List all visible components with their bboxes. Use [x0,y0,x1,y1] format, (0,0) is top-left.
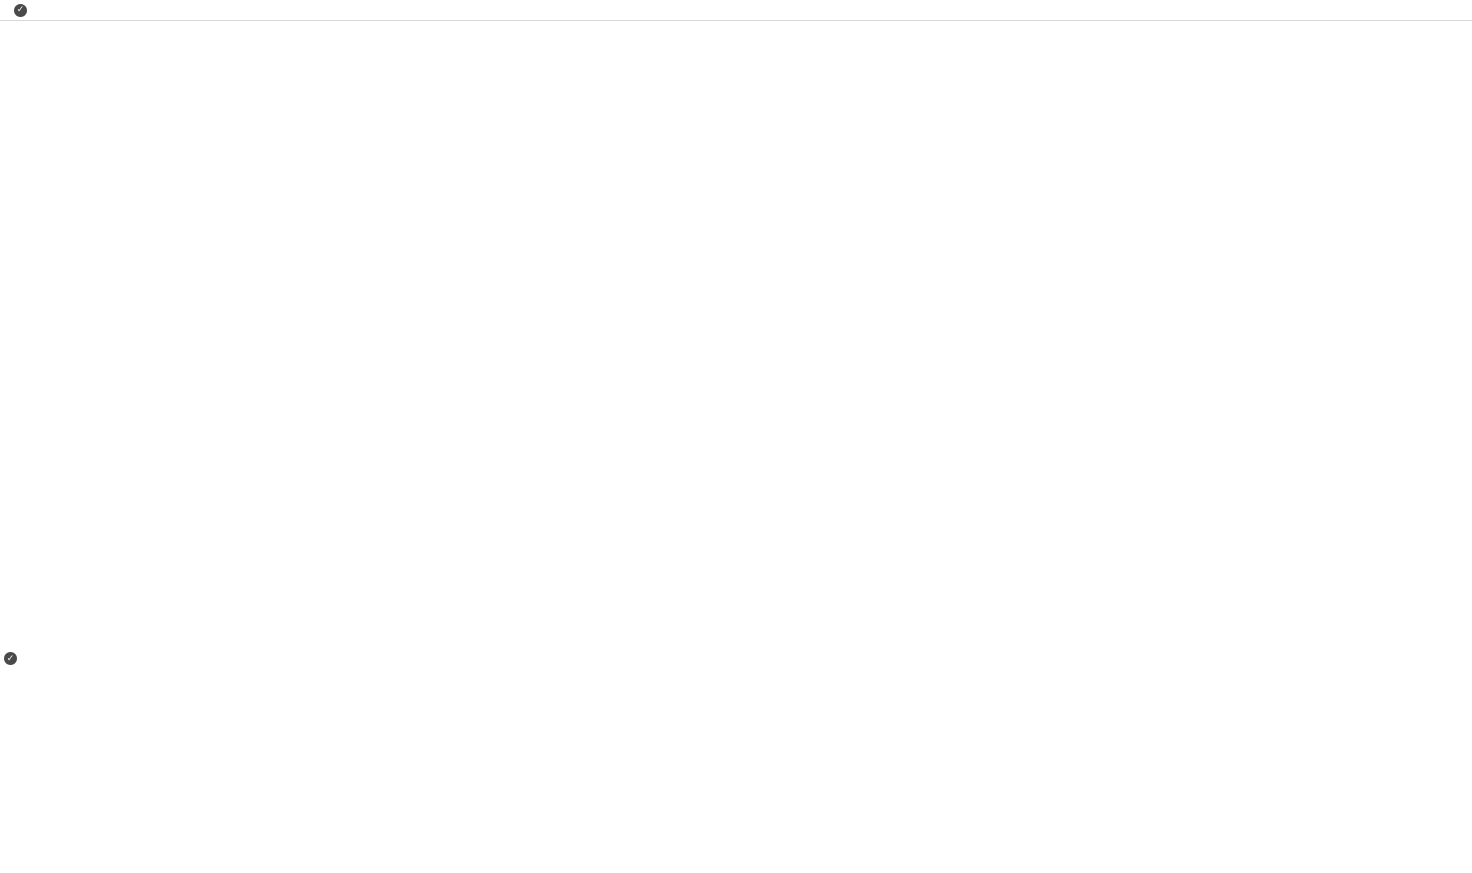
indicator-check-icon[interactable]: ✓ [14,3,27,17]
top-indicator-bar: ✓ [0,0,1472,21]
volume-indicator-check-icon[interactable]: ✓ [4,652,17,665]
volume-panel-header: ✓ [2,652,49,665]
